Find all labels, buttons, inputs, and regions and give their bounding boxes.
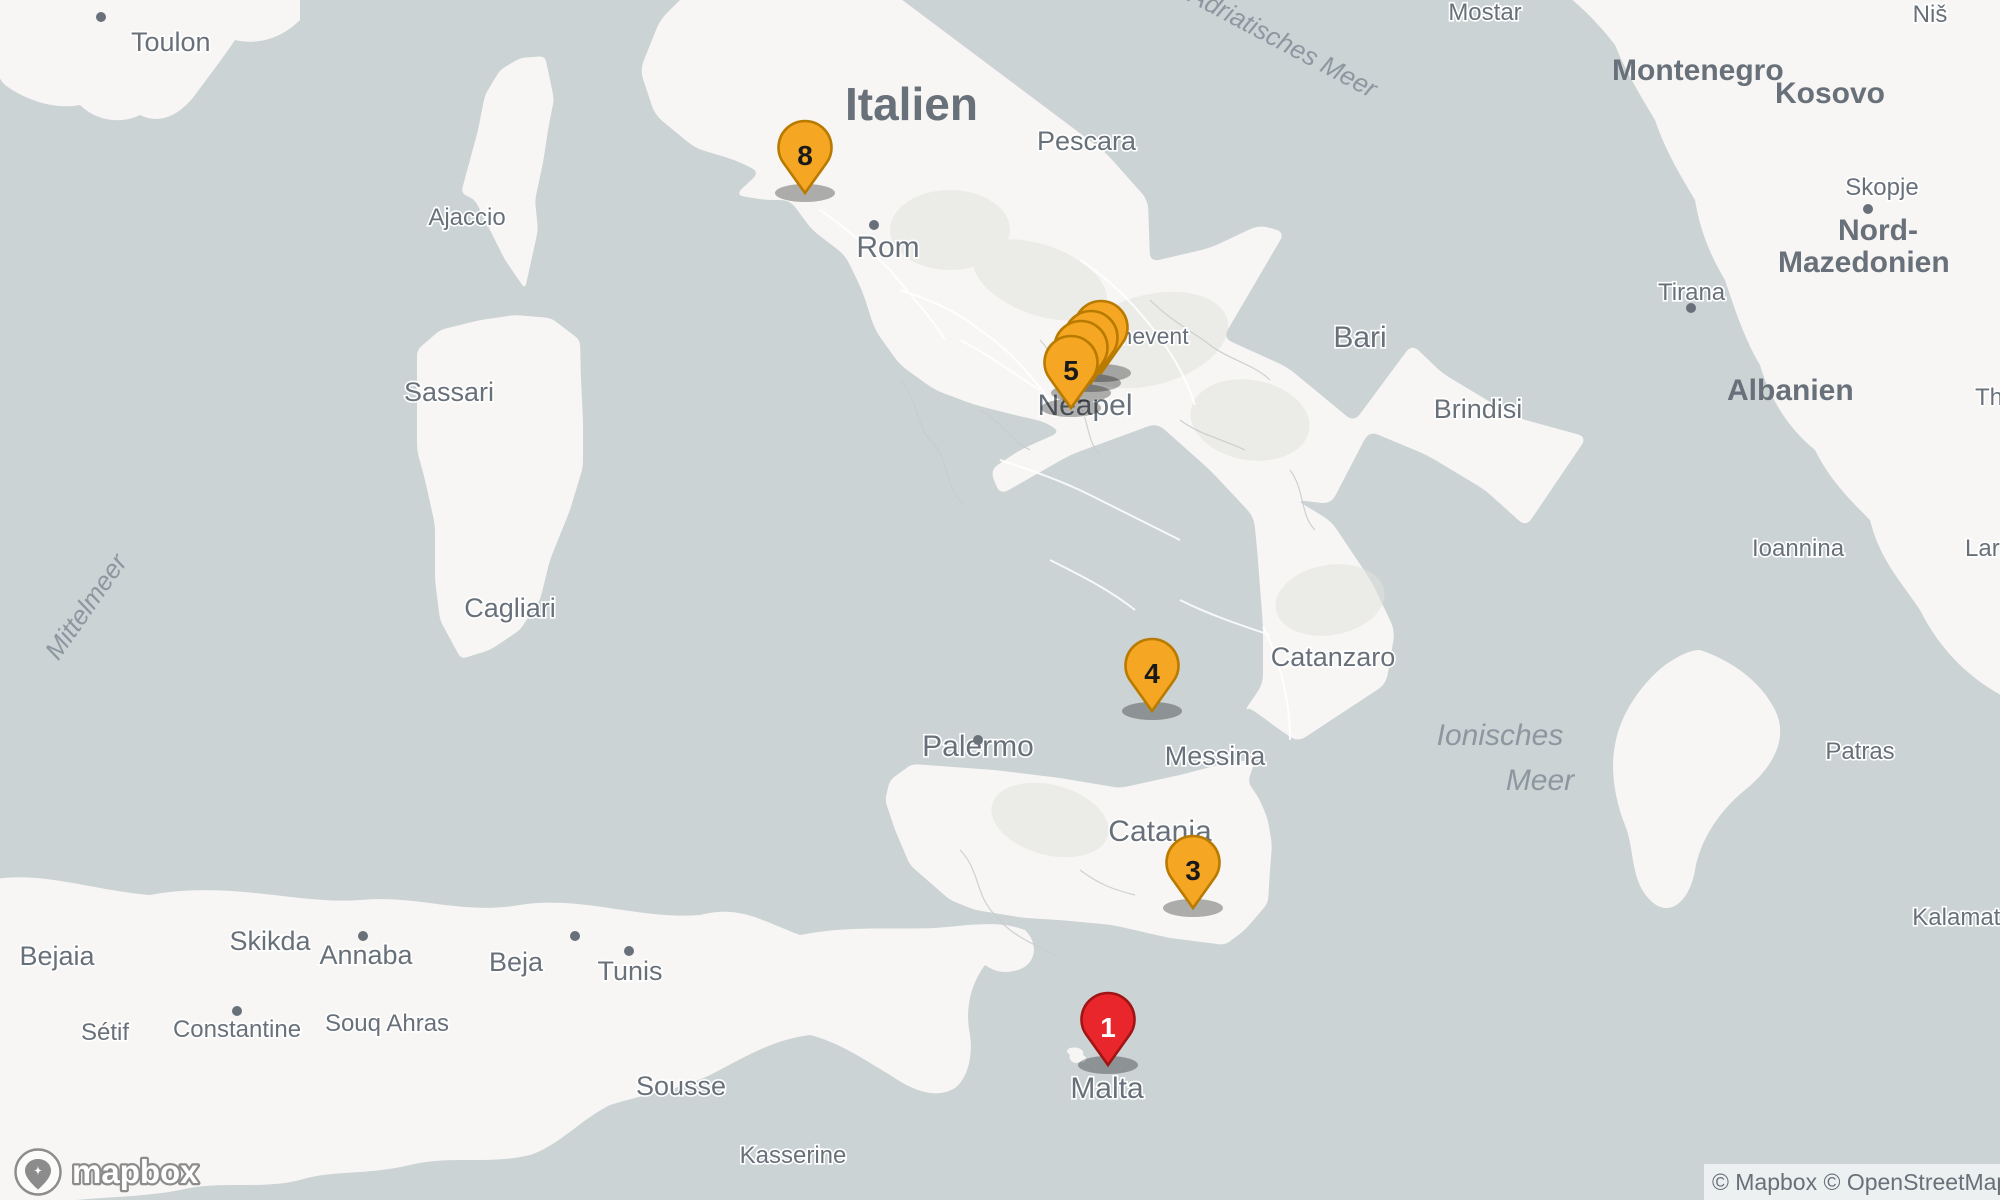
svg-text:Italien: Italien [845, 78, 978, 130]
svg-text:The: The [1975, 384, 2000, 411]
svg-text:3: 3 [1185, 855, 1201, 886]
svg-text:5: 5 [1063, 355, 1079, 386]
svg-text:Messina: Messina [1165, 741, 1267, 771]
svg-text:Ioannina: Ioannina [1752, 535, 1845, 562]
svg-text:Sassari: Sassari [404, 377, 494, 407]
svg-text:Larisa: Larisa [1965, 535, 2000, 562]
svg-text:Skopje: Skopje [1845, 174, 1918, 201]
svg-text:Mostar: Mostar [1448, 0, 1521, 26]
svg-text:Sétif: Sétif [81, 1019, 129, 1046]
svg-text:Pescara: Pescara [1037, 126, 1137, 156]
svg-text:Beja: Beja [489, 947, 544, 977]
svg-text:Tirana: Tirana [1658, 279, 1726, 306]
svg-text:Patras: Patras [1825, 738, 1894, 765]
svg-text:Nord-: Nord- [1838, 214, 1918, 247]
svg-text:4: 4 [1144, 658, 1160, 689]
svg-text:Niš: Niš [1913, 1, 1948, 28]
svg-text:8: 8 [797, 140, 813, 171]
svg-text:Skikda: Skikda [229, 926, 311, 956]
svg-text:Ajaccio: Ajaccio [428, 204, 505, 231]
svg-text:Malta: Malta [1070, 1072, 1144, 1105]
svg-text:Rom: Rom [856, 231, 919, 264]
svg-text:Cagliari: Cagliari [464, 593, 556, 623]
svg-text:Bari: Bari [1333, 321, 1386, 354]
svg-text:Albanien: Albanien [1727, 374, 1854, 407]
svg-text:Sousse: Sousse [636, 1071, 726, 1101]
svg-text:Catanzaro: Catanzaro [1271, 642, 1396, 672]
svg-text:1: 1 [1100, 1012, 1116, 1043]
svg-text:Ionisches: Ionisches [1437, 719, 1564, 752]
svg-text:mapbox: mapbox [72, 1153, 199, 1190]
svg-text:Toulon: Toulon [131, 27, 211, 57]
svg-text:Kosovo: Kosovo [1775, 77, 1885, 110]
svg-text:Montenegro: Montenegro [1612, 54, 1784, 87]
svg-text:Meer: Meer [1506, 764, 1575, 797]
svg-text:Bejaia: Bejaia [19, 941, 95, 971]
svg-text:Annaba: Annaba [319, 940, 413, 970]
svg-text:Mazedonien: Mazedonien [1778, 246, 1950, 279]
svg-text:Palermo: Palermo [922, 730, 1034, 763]
svg-text:Souq Ahras: Souq Ahras [325, 1010, 449, 1037]
svg-text:Kalamata: Kalamata [1912, 904, 2000, 931]
svg-text:Constantine: Constantine [173, 1016, 301, 1043]
svg-text:Brindisi: Brindisi [1434, 394, 1523, 424]
svg-text:Kasserine: Kasserine [740, 1142, 847, 1169]
svg-text:Tunis: Tunis [597, 956, 662, 986]
